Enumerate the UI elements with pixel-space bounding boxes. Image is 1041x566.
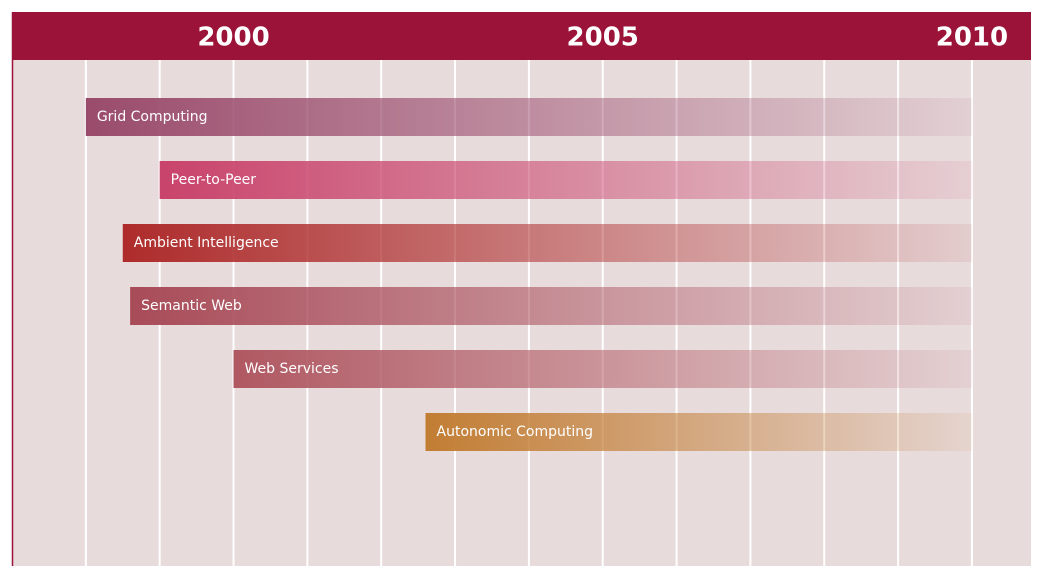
x-tick-label: 2000 (197, 23, 269, 53)
bar-label: Peer-to-Peer (171, 172, 257, 188)
bar (233, 350, 972, 388)
bar-label: Web Services (245, 361, 339, 377)
bar (122, 224, 972, 262)
bar (85, 98, 972, 136)
bar-label: Autonomic Computing (437, 424, 593, 440)
bar-label: Semantic Web (141, 298, 242, 314)
header-band (12, 12, 1031, 60)
bar (159, 161, 972, 199)
x-tick-label: 2005 (567, 23, 639, 53)
bar-label: Ambient Intelligence (134, 235, 279, 251)
bar (130, 287, 972, 325)
bar-label: Grid Computing (97, 109, 208, 125)
bar (425, 413, 972, 451)
x-tick-label: 2010 (936, 23, 1008, 53)
